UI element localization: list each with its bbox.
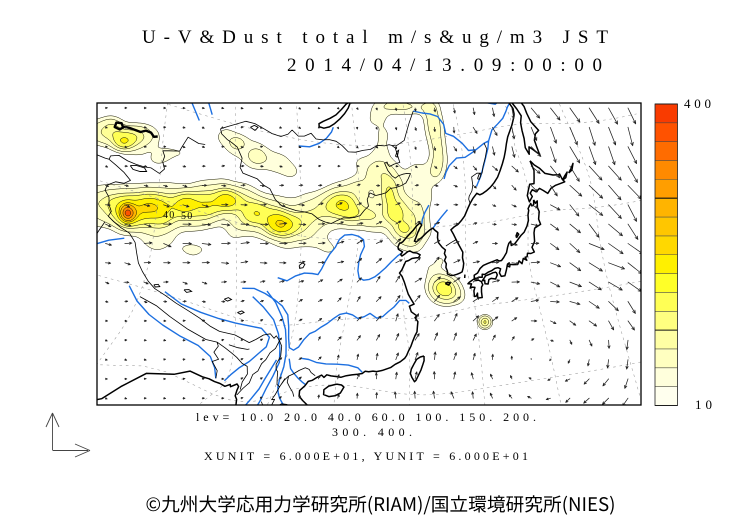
svg-text:300. 400.: 300. 400.	[332, 425, 412, 439]
svg-text:40: 40	[163, 210, 175, 221]
svg-text:400: 400	[684, 96, 711, 111]
svg-text:U-V&Dust total m/s&ug/m3 JST: U-V&Dust total m/s&ug/m3 JST	[142, 27, 608, 48]
svg-text:50: 50	[181, 211, 193, 222]
